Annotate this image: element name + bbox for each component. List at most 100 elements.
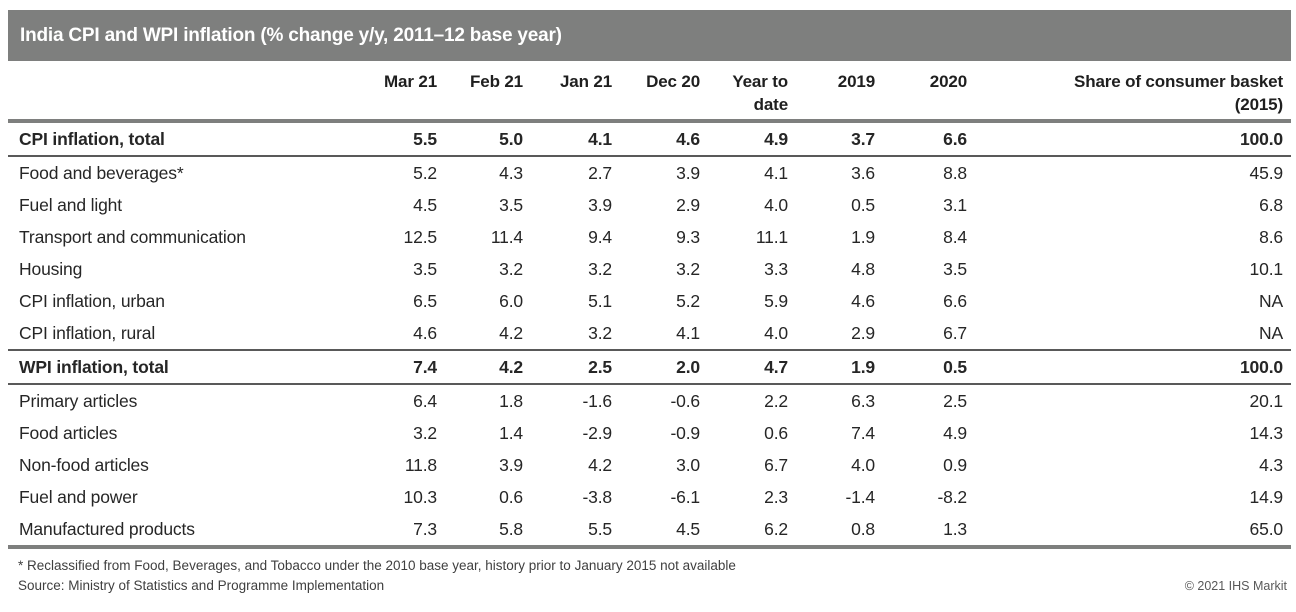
table-body: CPI inflation, total 5.5 5.0 4.1 4.6 4.9 3.7 6.… xyxy=(8,120,1291,547)
value-cell: 45.9 xyxy=(1249,162,1284,183)
table-title: India CPI and WPI inflation (% change y/… xyxy=(20,24,562,46)
value-cell: 8.8 xyxy=(943,162,967,183)
column-header-year-to-date: Year to date xyxy=(700,61,788,123)
row-label-header xyxy=(8,61,353,123)
value-cell: 6.7 xyxy=(943,322,967,343)
table-row: Food and beverages* 5.2 4.3 2.7 3.9 4.1 3.6 8.8… xyxy=(8,156,1291,189)
value-cell: 4.7 xyxy=(700,348,788,385)
value-cell: -0.9 xyxy=(670,422,700,443)
value-cell: 3.9 xyxy=(588,194,612,215)
value-cell: 4.1 xyxy=(764,162,788,183)
value-cell: 2.5 xyxy=(523,348,612,385)
value-cell: 6.6 xyxy=(943,290,967,311)
column-header-2019: 2019 xyxy=(788,61,875,123)
column-header-dec-20: Dec 20 xyxy=(612,61,700,123)
value-cell: 4.6 xyxy=(851,290,875,311)
table-row: CPI inflation, rural 4.6 4.2 3.2 4.1 4.0 2.9 6.… xyxy=(8,317,1291,350)
report-table-page: India CPI and WPI inflation (% change y/… xyxy=(8,10,1291,593)
value-cell: 4.9 xyxy=(943,422,967,443)
value-cell: 4.6 xyxy=(413,322,437,343)
value-cell: 65.0 xyxy=(1249,518,1284,539)
value-cell: 3.0 xyxy=(676,454,700,475)
value-cell: 4.9 xyxy=(700,120,788,157)
value-cell: 3.7 xyxy=(788,120,875,157)
row-label-cell: Primary articles xyxy=(19,390,138,411)
value-cell: 3.9 xyxy=(676,162,700,183)
value-cell: 11.4 xyxy=(490,226,523,247)
value-cell: -1.4 xyxy=(845,486,875,507)
value-cell: 7.3 xyxy=(413,518,437,539)
value-cell: -8.2 xyxy=(937,486,967,507)
table-row: CPI inflation, urban 6.5 6.0 5.1 5.2 5.9 4.6 6.… xyxy=(8,285,1291,317)
value-cell: 2.3 xyxy=(764,486,788,507)
value-cell: 100.0 xyxy=(967,120,1291,157)
value-cell: 10.3 xyxy=(403,486,438,507)
value-cell: 3.6 xyxy=(851,162,875,183)
value-cell: 3.2 xyxy=(676,258,700,279)
value-cell: 12.5 xyxy=(403,226,438,247)
row-label-cell: Food articles xyxy=(19,422,118,443)
value-cell: 5.9 xyxy=(764,290,788,311)
value-cell: 3.5 xyxy=(413,258,437,279)
value-cell: 5.8 xyxy=(499,518,523,539)
value-cell: -2.9 xyxy=(582,422,612,443)
value-cell: NA xyxy=(1258,290,1283,311)
value-cell: 3.2 xyxy=(499,258,523,279)
value-cell: 1.9 xyxy=(851,226,875,247)
table-row: Housing 3.5 3.2 3.2 3.2 3.3 4.8 3.5 10.1 xyxy=(8,253,1291,285)
value-cell: 1.3 xyxy=(943,518,967,539)
value-cell: 3.3 xyxy=(764,258,788,279)
value-cell: 0.5 xyxy=(851,194,875,215)
value-cell: -6.1 xyxy=(670,486,700,507)
row-label-cell: Fuel and light xyxy=(19,194,122,215)
row-label-cell: Manufactured products xyxy=(19,518,195,539)
value-cell: 1.4 xyxy=(499,422,523,443)
value-cell: 5.2 xyxy=(676,290,700,311)
value-cell: 6.6 xyxy=(875,120,967,157)
value-cell: NA xyxy=(1258,322,1283,343)
value-cell: 4.2 xyxy=(588,454,612,475)
value-cell: 6.3 xyxy=(851,390,875,411)
table-row: Manufactured products 7.3 5.8 5.5 4.5 6.2 0.8 1… xyxy=(8,513,1291,547)
value-cell: 1.9 xyxy=(788,348,875,385)
row-label-cell: Non-food articles xyxy=(19,454,149,475)
table-row: Fuel and power 10.3 0.6 -3.8 -6.1 2.3 -1.4 -8.2… xyxy=(8,481,1291,513)
value-cell: 2.7 xyxy=(588,162,612,183)
value-cell: 3.2 xyxy=(413,422,437,443)
row-label-cell: CPI inflation, urban xyxy=(19,290,165,311)
row-label-cell: Housing xyxy=(19,258,83,279)
value-cell: 2.5 xyxy=(943,390,967,411)
value-cell: 7.4 xyxy=(353,348,437,385)
value-cell: 3.5 xyxy=(499,194,523,215)
value-cell: 6.2 xyxy=(764,518,788,539)
column-header-feb-21: Feb 21 xyxy=(437,61,523,123)
value-cell: 5.1 xyxy=(588,290,612,311)
value-cell: 0.6 xyxy=(499,486,523,507)
row-label-cell: Transport and communication xyxy=(19,226,246,247)
table-row: WPI inflation, total 7.4 4.2 2.5 2.0 4.7 1.9 0.… xyxy=(8,348,1291,385)
value-cell: 5.0 xyxy=(437,120,523,157)
value-cell: -1.6 xyxy=(582,390,612,411)
value-cell: 3.2 xyxy=(588,258,612,279)
value-cell: 4.0 xyxy=(851,454,875,475)
table-row: Non-food articles 11.8 3.9 4.2 3.0 6.7 4.0 0.9 4… xyxy=(8,449,1291,481)
value-cell: 6.0 xyxy=(499,290,523,311)
value-cell: 100.0 xyxy=(967,348,1291,385)
value-cell: 4.0 xyxy=(764,322,788,343)
value-cell: 9.4 xyxy=(588,226,612,247)
table-title-banner: India CPI and WPI inflation (% change y/… xyxy=(8,10,1291,61)
value-cell: 10.1 xyxy=(1249,258,1284,279)
value-cell: -3.8 xyxy=(582,486,612,507)
inflation-table: Mar 21 Feb 21 Jan 21 Dec 20 Year to date 2019 2… xyxy=(8,61,1291,549)
copyright-text: © 2021 IHS Markit xyxy=(1184,578,1287,593)
value-cell: 6.5 xyxy=(413,290,437,311)
value-cell: 4.6 xyxy=(612,120,700,157)
row-label-cell: Fuel and power xyxy=(19,486,138,507)
value-cell: 7.4 xyxy=(851,422,875,443)
table-row: Primary articles 6.4 1.8 -1.6 -0.6 2.2 6.3 2.5 2… xyxy=(8,384,1291,417)
table-row: Transport and communication 12.5 11.4 9.4 9.… xyxy=(8,221,1291,253)
column-header-jan-21: Jan 21 xyxy=(523,61,612,123)
column-header-mar-21: Mar 21 xyxy=(353,61,437,123)
row-label-cell: Food and beverages* xyxy=(19,162,184,183)
value-cell: 4.5 xyxy=(676,518,700,539)
